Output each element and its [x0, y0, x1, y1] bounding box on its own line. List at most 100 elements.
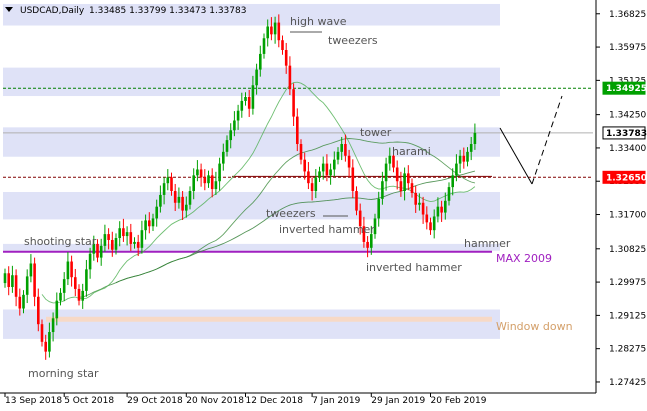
candle-body	[151, 218, 155, 227]
candle-body	[22, 294, 25, 309]
candle-body	[74, 277, 77, 289]
candle-body	[129, 232, 133, 244]
instrument-label: USDCAD,Daily	[20, 6, 85, 16]
candle-body	[125, 232, 129, 237]
moving-averages	[41, 81, 476, 304]
candle-body	[432, 216, 436, 231]
candle-body	[373, 218, 377, 235]
candle-body	[136, 241, 140, 248]
candle-body	[111, 239, 114, 250]
y-tick-label: 1.33400	[609, 144, 646, 154]
candle-body	[159, 194, 162, 207]
candle-body	[425, 214, 429, 223]
candle-body	[358, 210, 362, 227]
candle-body	[351, 167, 355, 192]
candle-body	[455, 163, 458, 176]
tower-label: tower	[360, 126, 392, 139]
dropdown-triangle-icon	[5, 7, 13, 12]
candle-body	[370, 234, 373, 248]
candle-body	[148, 220, 151, 227]
candle-body	[25, 276, 29, 295]
inverted-hammer-label: inverted hammer	[279, 223, 375, 236]
price-tag-current-box	[602, 126, 646, 140]
candle-body	[277, 22, 281, 41]
candle-body	[321, 163, 325, 172]
moving-average-100	[115, 170, 476, 284]
candle-body	[233, 120, 236, 131]
price-zone	[3, 127, 500, 157]
candle-body	[240, 100, 244, 111]
candle-body	[296, 116, 299, 145]
candle-body	[7, 273, 10, 287]
candle-body	[199, 169, 203, 178]
moving-average-20	[41, 81, 476, 304]
tweezers-label: tweezers	[266, 207, 316, 220]
candle-body	[14, 275, 18, 297]
y-tick-label: 1.35125	[609, 76, 646, 86]
candle-body	[403, 173, 406, 192]
candle-body	[96, 243, 99, 258]
candle-body	[29, 263, 33, 277]
candle-body	[414, 192, 417, 205]
candle-body	[133, 241, 136, 244]
x-tick-label: 20 Feb 2019	[431, 396, 487, 406]
candle-body	[166, 177, 170, 184]
candle-body	[207, 175, 210, 184]
candle-body	[225, 140, 229, 152]
candle-body	[307, 171, 310, 184]
candle-body	[214, 181, 218, 190]
candle-body	[407, 173, 410, 184]
candle-body	[162, 183, 166, 195]
high-wave-label: high wave	[290, 15, 347, 28]
candle-body	[251, 85, 255, 109]
candle-body	[347, 155, 351, 168]
window-down-label: Window down	[496, 320, 573, 333]
candle-body	[140, 230, 144, 248]
candle-body	[288, 65, 292, 90]
candle-body	[333, 159, 336, 170]
candle-body	[266, 26, 269, 39]
candle-body	[458, 155, 462, 164]
candle-body	[203, 177, 207, 184]
candle-body	[355, 191, 358, 211]
y-tick-label: 1.29125	[609, 311, 646, 321]
price-zone	[3, 191, 500, 220]
price-tag-current: 1.33783	[606, 129, 647, 139]
inverted-hammer-label: inverted hammer	[366, 261, 462, 274]
candle-body	[33, 263, 36, 297]
candle-body	[421, 202, 425, 215]
candle-body	[399, 181, 403, 192]
y-tick-label: 1.30825	[609, 245, 646, 255]
candle-body	[188, 191, 192, 205]
hammer-label: hammer	[464, 237, 511, 250]
candle-body	[262, 38, 266, 54]
x-tick-label: 20 Nov 2018	[186, 396, 244, 406]
candle-body	[59, 292, 62, 301]
candle-body	[70, 261, 73, 278]
candle-body	[107, 234, 110, 240]
candle-body	[314, 177, 318, 192]
candle-body	[362, 226, 366, 242]
candle-body	[118, 228, 121, 239]
candle-body	[18, 296, 22, 309]
candle-body	[236, 110, 240, 121]
price-zone	[3, 3, 500, 26]
price-zone	[3, 309, 500, 339]
candle-body	[170, 177, 173, 192]
ohlc-readout: 1.33485 1.33799 1.33473 1.33783	[89, 6, 246, 16]
candle-body	[181, 196, 184, 211]
candle-body	[366, 241, 369, 248]
candle-body	[436, 206, 440, 217]
x-tick-label: 13 Sep 2018	[5, 396, 62, 406]
candle-body	[44, 341, 47, 352]
candle-body	[303, 159, 306, 172]
candle-body	[388, 155, 392, 164]
candle-body	[66, 261, 70, 280]
candle-body	[466, 151, 469, 162]
candle-body	[103, 234, 107, 246]
candle-body	[462, 155, 466, 162]
candle-body	[92, 243, 96, 254]
candle-body	[185, 204, 188, 211]
harami-label: harami	[392, 145, 431, 158]
candle-body	[244, 97, 247, 101]
